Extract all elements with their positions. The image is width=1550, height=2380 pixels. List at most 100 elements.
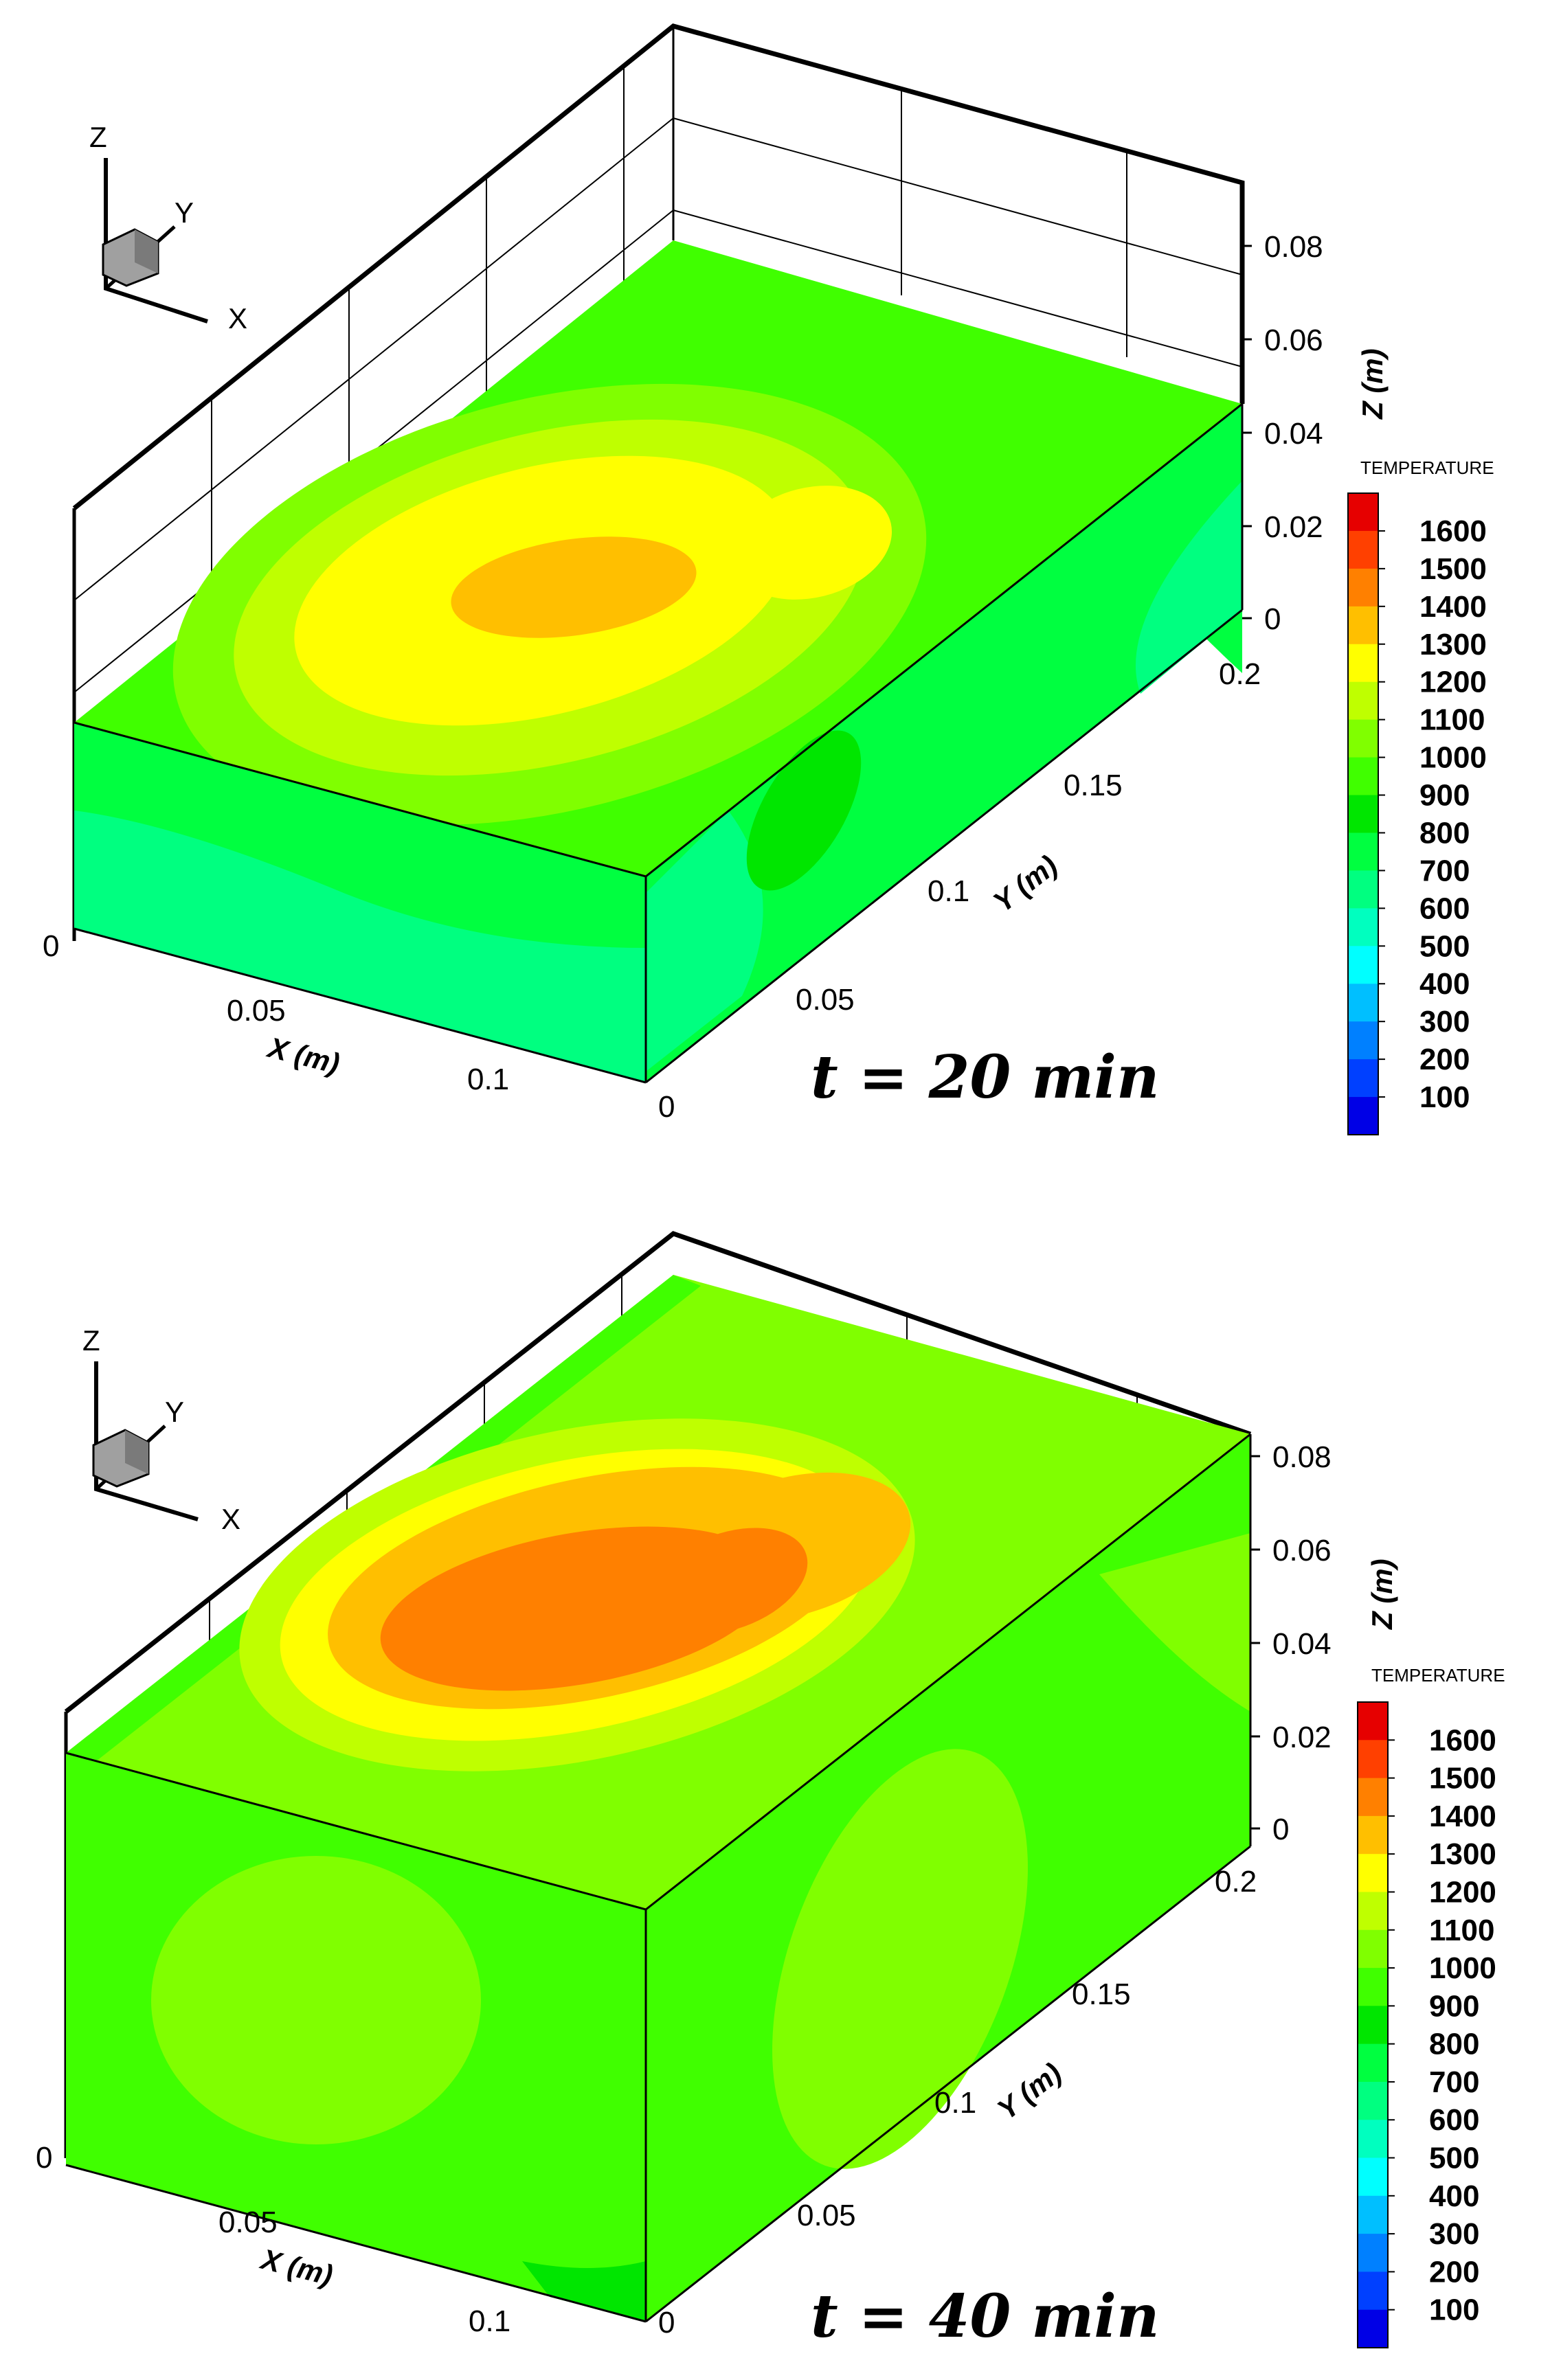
legend-swatch bbox=[1348, 493, 1378, 532]
legend-swatch bbox=[1358, 2309, 1388, 2348]
z-tick-0.08: 0.08 bbox=[1264, 230, 1323, 264]
legend-swatch bbox=[1348, 681, 1378, 721]
legend-swatch bbox=[1358, 2120, 1388, 2159]
legend-swatch bbox=[1348, 568, 1378, 607]
legend-label-1500: 1500 bbox=[1419, 552, 1487, 586]
triad-z-label: Z bbox=[82, 1324, 100, 1357]
front-face-40min bbox=[66, 1753, 646, 2322]
right-face-20min bbox=[646, 404, 1242, 1083]
legend-colorbar bbox=[1357, 1701, 1389, 2348]
legend-label-1400: 1400 bbox=[1419, 590, 1487, 624]
legend-swatch bbox=[1348, 1059, 1378, 1098]
y-tick-0.05: 0.05 bbox=[797, 2199, 856, 2232]
x-axis-title: X (m) bbox=[257, 2243, 336, 2291]
z-tick-0.08: 0.08 bbox=[1272, 1440, 1332, 1474]
legend-label-1300: 1300 bbox=[1429, 1837, 1496, 1871]
legend-swatch bbox=[1358, 2081, 1388, 2120]
triad-x-label: X bbox=[221, 1503, 240, 1535]
legend-title: TEMPERATURE bbox=[1360, 457, 1494, 478]
y-tick-0.2: 0.2 bbox=[1215, 1865, 1257, 1899]
axis-triad-icon: Z Y X bbox=[89, 121, 247, 335]
legend-label-800: 800 bbox=[1429, 2028, 1479, 2061]
legend-label-1000: 1000 bbox=[1419, 741, 1487, 775]
y-tick-0.15: 0.15 bbox=[1064, 769, 1123, 802]
x-tick-0.1: 0.1 bbox=[467, 1063, 509, 1096]
z-axis-title: Z (m) bbox=[1356, 348, 1389, 420]
legend-swatch bbox=[1358, 1854, 1388, 1892]
legend-label-200: 200 bbox=[1419, 1043, 1470, 1076]
z-tick-0: 0 bbox=[1272, 1813, 1289, 1846]
y-tick-0.1: 0.1 bbox=[934, 2086, 976, 2120]
legend-swatch bbox=[1348, 908, 1378, 947]
triad-x-label: X bbox=[228, 302, 247, 335]
legend-swatch bbox=[1348, 757, 1378, 796]
z-tick-0.04: 0.04 bbox=[1264, 417, 1323, 451]
z-axis-title: Z (m) bbox=[1366, 1559, 1398, 1630]
bounding-box-front bbox=[65, 1433, 1252, 2323]
x-tick-0: 0 bbox=[43, 929, 59, 963]
legend-swatch bbox=[1348, 946, 1378, 984]
legend-swatch bbox=[1358, 1702, 1388, 1741]
front-face-20min bbox=[74, 723, 646, 1083]
y-tick-0.1: 0.1 bbox=[928, 874, 969, 908]
time-label: t = 40 min bbox=[811, 2282, 1159, 2351]
legend-label-900: 900 bbox=[1429, 1989, 1479, 2023]
legend-swatch bbox=[1348, 606, 1378, 645]
y-tick-0.05: 0.05 bbox=[796, 983, 855, 1017]
legend-swatch bbox=[1358, 2043, 1388, 2083]
legend-label-900: 900 bbox=[1419, 779, 1470, 813]
contour-panel-40min: 0 0.02 0.04 0.06 0.08 Z (m) 0 0.05 0.1 0… bbox=[0, 1190, 1550, 2379]
temperature-legend: TEMPERATURE 1600 1500 1400 1300 1200 1100 1000… bbox=[1347, 457, 1494, 1135]
legend-label-300: 300 bbox=[1429, 2217, 1479, 2251]
legend-label-1200: 1200 bbox=[1419, 666, 1487, 699]
contour-plot-20min: 0 0.02 0.04 0.06 0.08 Z (m) 0 0.05 0.1 0… bbox=[43, 23, 1494, 1135]
legend-label-500: 500 bbox=[1429, 2142, 1479, 2175]
legend-label-700: 700 bbox=[1419, 854, 1470, 887]
legend-swatch bbox=[1358, 1892, 1388, 1931]
legend-colorbar-outline bbox=[1347, 492, 1379, 1135]
legend-title: TEMPERATURE bbox=[1371, 1665, 1505, 1686]
legend-label-200: 200 bbox=[1429, 2255, 1479, 2289]
x-tick-0.05: 0.05 bbox=[227, 994, 286, 1028]
legend-label-1200: 1200 bbox=[1429, 1875, 1496, 1909]
legend-label-100: 100 bbox=[1419, 1080, 1470, 1114]
legend-swatch bbox=[1348, 719, 1378, 758]
legend-swatch bbox=[1358, 2234, 1388, 2272]
legend-label-500: 500 bbox=[1419, 929, 1470, 963]
bounding-box-back bbox=[72, 23, 1245, 941]
z-tick-0: 0 bbox=[1264, 602, 1281, 636]
y-axis-title: Y (m) bbox=[987, 849, 1064, 918]
y-tick-0: 0 bbox=[658, 1090, 675, 1124]
x-tick-0: 0 bbox=[36, 2141, 52, 2175]
x-axis-title: X (m) bbox=[264, 1031, 343, 1080]
legend-label-800: 800 bbox=[1419, 816, 1470, 850]
legend-swatch bbox=[1358, 1929, 1388, 1969]
contour-panel-20min: 0 0.02 0.04 0.06 0.08 Z (m) 0 0.05 0.1 0… bbox=[43, 23, 1494, 1135]
y-axis-title: Y (m) bbox=[991, 2056, 1068, 2126]
legend-label-100: 100 bbox=[1429, 2293, 1479, 2327]
legend-label-1300: 1300 bbox=[1419, 628, 1487, 661]
legend-label-400: 400 bbox=[1429, 2179, 1479, 2213]
legend-swatch bbox=[1348, 1021, 1378, 1060]
legend-label-700: 700 bbox=[1429, 2065, 1479, 2099]
legend-label-1100: 1100 bbox=[1429, 1914, 1494, 1947]
legend-label-300: 300 bbox=[1419, 1005, 1470, 1039]
legend-swatch bbox=[1358, 1778, 1388, 1817]
z-tick-0.02: 0.02 bbox=[1272, 1721, 1332, 1754]
legend-label-1100: 1100 bbox=[1419, 703, 1485, 737]
y-tick-0: 0 bbox=[658, 2306, 675, 2339]
legend-labels: 1600 1500 1400 1300 1200 1100 1000 900 800 700 600… bbox=[1388, 1723, 1496, 2327]
z-tick-0.02: 0.02 bbox=[1264, 510, 1323, 544]
legend-swatch bbox=[1358, 2006, 1388, 2045]
legend-label-1500: 1500 bbox=[1429, 1762, 1496, 1795]
y-tick-0.2: 0.2 bbox=[1219, 657, 1261, 691]
time-label: t = 20 min bbox=[811, 1043, 1159, 1112]
legend-swatch bbox=[1348, 1097, 1378, 1135]
legend-swatch bbox=[1358, 1740, 1388, 1779]
legend-label-1600: 1600 bbox=[1429, 1723, 1496, 1757]
z-tick-0.04: 0.04 bbox=[1272, 1627, 1332, 1661]
legend-swatch bbox=[1348, 832, 1378, 871]
legend-label-1000: 1000 bbox=[1429, 1951, 1496, 1985]
legend-colorbar-outline bbox=[1357, 1701, 1389, 2348]
z-axis: 0 0.02 0.04 0.06 0.08 Z (m) bbox=[1242, 230, 1389, 636]
